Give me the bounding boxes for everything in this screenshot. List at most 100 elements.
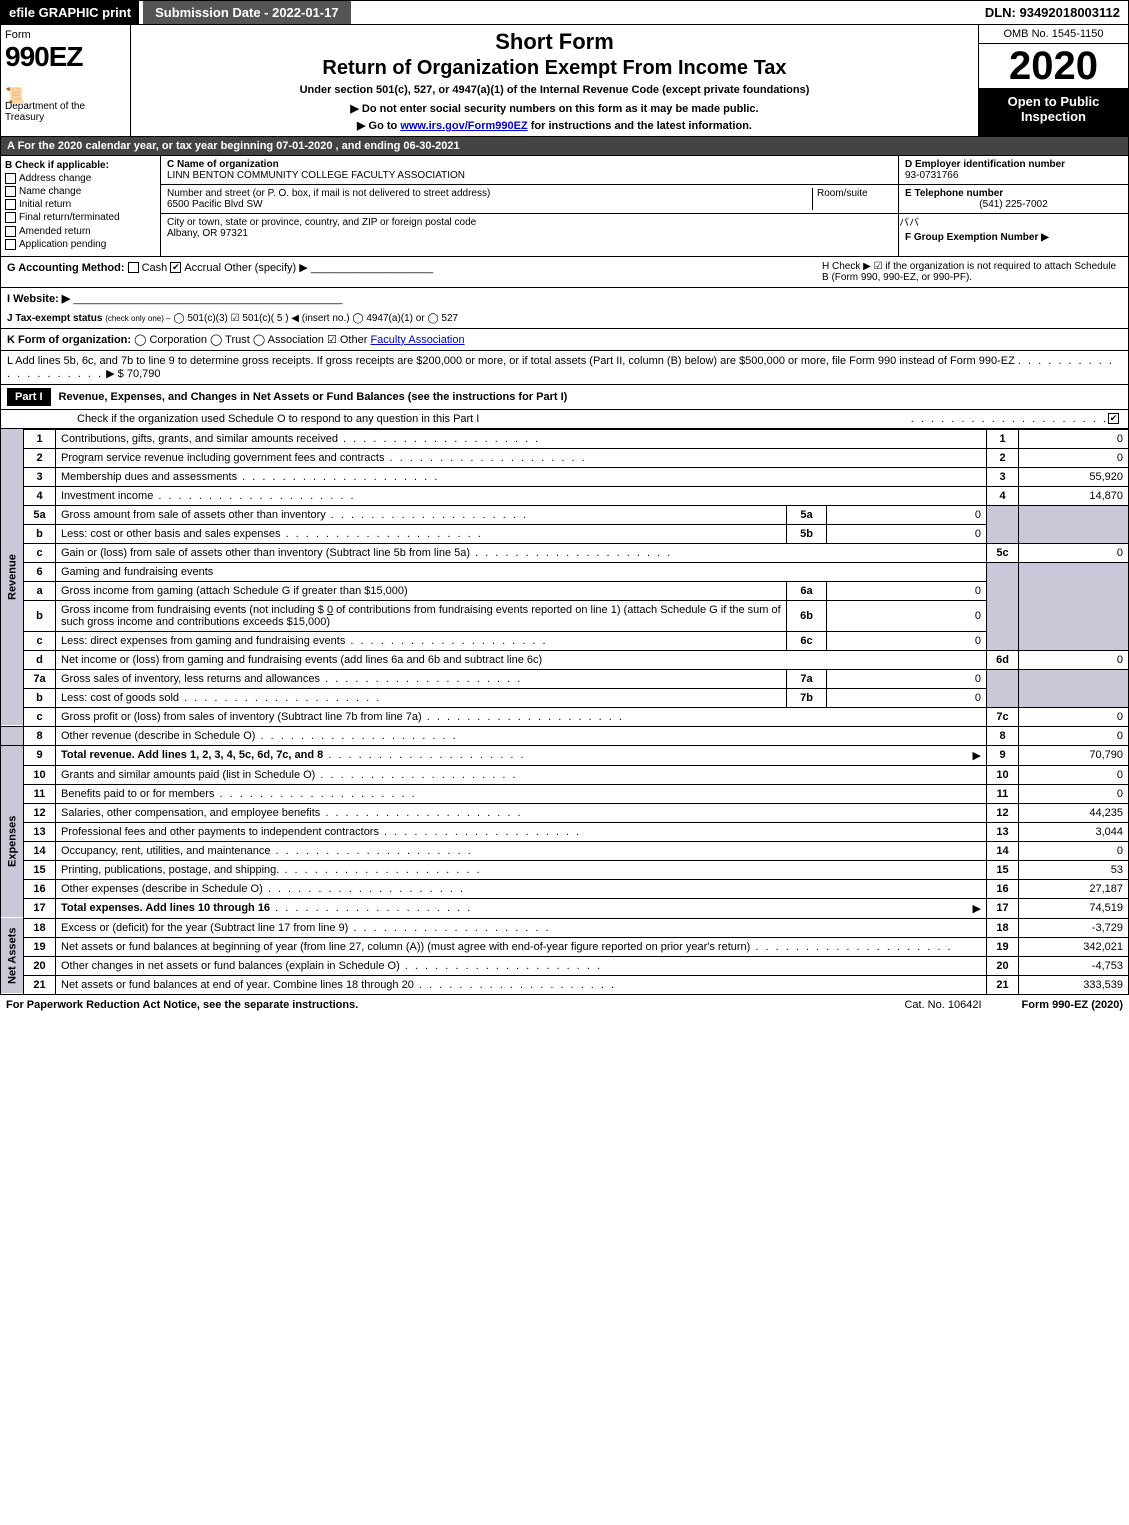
l12-desc: Salaries, other compensation, and employ… <box>61 807 320 819</box>
l17-val: 74,519 <box>1019 898 1129 918</box>
l3-desc: Membership dues and assessments <box>61 471 237 483</box>
l14-rnum: 14 <box>987 841 1019 860</box>
check-name-change[interactable]: Name change <box>5 186 156 197</box>
l2-desc: Program service revenue including govern… <box>61 452 384 464</box>
c-label: C Name of organization <box>167 159 892 170</box>
check-final-return[interactable]: Final return/terminated <box>5 212 156 223</box>
l20-num: 20 <box>24 956 56 975</box>
l15-rnum: 15 <box>987 860 1019 879</box>
b-label: B Check if applicable: <box>5 160 156 171</box>
l1-desc: Contributions, gifts, grants, and simila… <box>61 433 338 445</box>
l7c-rnum: 7c <box>987 707 1019 726</box>
l6c-inum: 6c <box>787 631 827 650</box>
l11-desc: Benefits paid to or for members <box>61 788 214 800</box>
l3-rnum: 3 <box>987 467 1019 486</box>
irs-link[interactable]: www.irs.gov/Form990EZ <box>400 120 527 132</box>
l17-num: 17 <box>24 898 56 918</box>
l16-rnum: 16 <box>987 879 1019 898</box>
l9-rnum: 9 <box>987 745 1019 765</box>
l6a-ival: 0 <box>827 581 987 600</box>
l5b-ival: 0 <box>827 524 987 543</box>
l11-val: 0 <box>1019 784 1129 803</box>
footer: For Paperwork Reduction Act Notice, see … <box>0 995 1129 1015</box>
l1-rnum: 1 <box>987 429 1019 448</box>
l14-desc: Occupancy, rent, utilities, and maintena… <box>61 845 271 857</box>
street-label: Number and street (or P. O. box, if mail… <box>167 188 812 199</box>
j-label: J Tax-exempt status <box>7 313 102 324</box>
phone-value: (541) 225-7002 <box>905 199 1122 210</box>
row-j: J Tax-exempt status (check only one) – ◯… <box>0 309 1129 329</box>
subtitle-3: ▶ Go to www.irs.gov/Form990EZ for instru… <box>135 119 974 132</box>
l8-val: 0 <box>1019 726 1129 745</box>
ein-value: 93-0731766 <box>905 170 1122 181</box>
l7b-num: b <box>24 688 56 707</box>
section-bcdef: B Check if applicable: Address change Na… <box>0 156 1129 257</box>
l20-val: -4,753 <box>1019 956 1129 975</box>
row-a-tax-year: A For the 2020 calendar year, or tax yea… <box>0 137 1129 156</box>
l6d-val: 0 <box>1019 650 1129 669</box>
open-public-badge: Open to Public Inspection <box>979 88 1128 136</box>
l7b-desc: Less: cost of goods sold <box>61 692 179 704</box>
l10-rnum: 10 <box>987 765 1019 784</box>
l3-val: 55,920 <box>1019 467 1129 486</box>
l1-val: 0 <box>1019 429 1129 448</box>
l6b-inum: 6b <box>787 600 827 631</box>
check-accrual[interactable]: ✔ <box>170 262 181 273</box>
check-initial-return[interactable]: Initial return <box>5 199 156 210</box>
l-text: L Add lines 5b, 6c, and 7b to line 9 to … <box>7 355 1015 367</box>
l5b-inum: 5b <box>787 524 827 543</box>
l5c-rnum: 5c <box>987 543 1019 562</box>
sub3-prefix: ▶ Go to <box>357 120 400 132</box>
l19-val: 342,021 <box>1019 937 1129 956</box>
form-label: Form <box>5 29 126 41</box>
check-amended-return[interactable]: Amended return <box>5 226 156 237</box>
l15-desc: Printing, publications, postage, and shi… <box>61 864 279 876</box>
other-specify: Other (specify) ▶ <box>224 262 308 274</box>
side-netassets: Net Assets <box>1 918 24 994</box>
h-check-text: H Check ▶ ☑ if the organization is not r… <box>822 261 1122 283</box>
check-cash[interactable] <box>128 262 139 273</box>
l13-num: 13 <box>24 822 56 841</box>
column-c: C Name of organization LINN BENTON COMMU… <box>161 156 898 256</box>
l6b-amt: 0 <box>327 604 333 616</box>
l10-num: 10 <box>24 765 56 784</box>
l6b-num: b <box>24 600 56 631</box>
l19-num: 19 <box>24 937 56 956</box>
submission-date-button[interactable]: Submission Date - 2022-01-17 <box>143 1 351 24</box>
l9-desc: Total revenue. Add lines 1, 2, 3, 4, 5c,… <box>61 749 323 761</box>
row-gh: G Accounting Method: Cash ✔Accrual Other… <box>0 257 1129 288</box>
check-application-pending[interactable]: Application pending <box>5 239 156 250</box>
part1-checkbox[interactable]: ✔ <box>1108 413 1119 424</box>
l15-val: 53 <box>1019 860 1129 879</box>
l14-val: 0 <box>1019 841 1129 860</box>
row-i: I Website: ▶ ___________________________… <box>0 288 1129 309</box>
l9-val: 70,790 <box>1019 745 1129 765</box>
side-revenue: Revenue <box>1 429 24 726</box>
check-address-change[interactable]: Address change <box>5 173 156 184</box>
l5a-desc: Gross amount from sale of assets other t… <box>61 509 326 521</box>
g-label: G Accounting Method: <box>7 262 125 274</box>
subtitle-2: ▶ Do not enter social security numbers o… <box>135 102 974 115</box>
l21-desc: Net assets or fund balances at end of ye… <box>61 979 414 991</box>
l8-num: 8 <box>24 726 56 745</box>
l10-val: 0 <box>1019 765 1129 784</box>
j-options: ◯ 501(c)(3) ☑ 501(c)( 5 ) ◀ (insert no.)… <box>173 313 458 324</box>
l7c-desc: Gross profit or (loss) from sales of inv… <box>61 711 422 723</box>
l7c-num: c <box>24 707 56 726</box>
l6c-desc: Less: direct expenses from gaming and fu… <box>61 635 345 647</box>
part1-header-row: Part I Revenue, Expenses, and Changes in… <box>0 385 1129 410</box>
part1-title: Revenue, Expenses, and Changes in Net As… <box>59 391 1122 403</box>
side-expenses: Expenses <box>1 765 24 918</box>
l18-val: -3,729 <box>1019 918 1129 937</box>
city-label: City or town, state or province, country… <box>167 217 892 228</box>
l17-desc: Total expenses. Add lines 10 through 16 <box>61 902 270 914</box>
l7b-inum: 7b <box>787 688 827 707</box>
top-bar: efile GRAPHIC print Submission Date - 20… <box>0 0 1129 25</box>
l12-rnum: 12 <box>987 803 1019 822</box>
l11-num: 11 <box>24 784 56 803</box>
l21-val: 333,539 <box>1019 975 1129 994</box>
l6-num: 6 <box>24 562 56 581</box>
k-other-link[interactable]: Faculty Association <box>370 334 464 346</box>
efile-print-button[interactable]: efile GRAPHIC print <box>1 1 139 24</box>
omb-number: OMB No. 1545-1150 <box>979 25 1128 44</box>
